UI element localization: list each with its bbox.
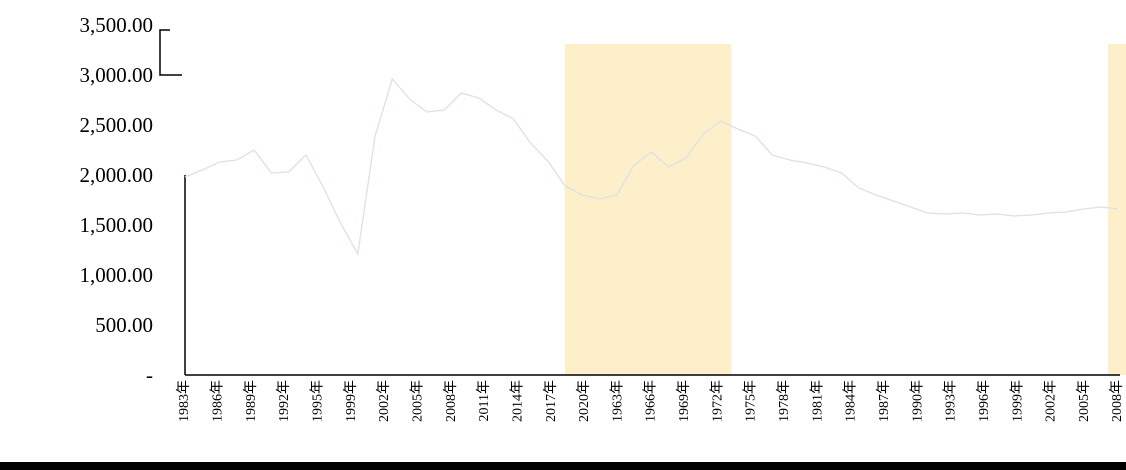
x-tick-label: 1993年 [943, 380, 959, 422]
x-tick-label: 1992年 [276, 380, 292, 422]
y-tick-label: 2,500.00 [80, 113, 154, 137]
x-tick-labels: 1983年 1986年 1989年 1992年 1995年 1999年 2002年 2005年… [176, 380, 1125, 422]
axes [159, 29, 1120, 376]
x-tick-label: 2020年 [576, 380, 592, 422]
y-tick-label: - [146, 363, 153, 387]
x-tick-label: 2011年 [476, 380, 492, 421]
x-tick-label: 1978年 [776, 380, 792, 422]
series-line-1 [184, 77, 1119, 256]
shaded-bands [564, 44, 1126, 375]
x-tick-label: 1996年 [976, 380, 992, 422]
x-tick-label: 1986年 [210, 380, 226, 422]
x-tick-label: 2005年 [409, 380, 425, 422]
x-tick-label: 1984年 [843, 380, 859, 422]
x-tick-label: 1999年 [1009, 380, 1025, 422]
x-tick-label: 1990年 [909, 380, 925, 422]
x-tick-label: 1975年 [743, 380, 759, 422]
x-tick-label: 2002年 [1043, 380, 1059, 422]
x-tick-label: 1966年 [643, 380, 659, 422]
x-tick-label: 1983年 [176, 380, 192, 422]
x-tick-label: 1972年 [709, 380, 725, 422]
x-tick-label: 1969年 [676, 380, 692, 422]
y-tick-label: 3,000.00 [80, 63, 154, 87]
x-tick-label: 2005年 [1076, 380, 1092, 422]
x-tick-label: 1999年 [343, 380, 359, 422]
x-tick-label: 2008年 [1109, 380, 1125, 422]
y-tick-label: 1,500.00 [80, 213, 154, 237]
x-tick-label: 1981年 [809, 380, 825, 422]
shaded-band-1 [564, 44, 732, 375]
series-lines [184, 77, 1119, 256]
x-tick-label: 2008年 [443, 380, 459, 422]
x-tick-label: 1987年 [876, 380, 892, 422]
footer-bar [0, 462, 1126, 470]
y-tick-label: 3,500.00 [80, 13, 154, 37]
x-tick-label: 1989年 [243, 380, 259, 422]
y-tick-label: 500.00 [95, 313, 153, 337]
x-tick-label: 1995年 [310, 380, 326, 422]
x-tick-label: 2002年 [376, 380, 392, 422]
x-tick-label: 2014年 [509, 380, 525, 422]
x-tick-label: 1963年 [609, 380, 625, 422]
y-tick-labels: 3,500.00 3,000.00 2,500.00 2,000.00 1,500.00… [80, 13, 154, 387]
axis-top-bracket [159, 29, 182, 76]
y-tick-label: 2,000.00 [80, 163, 154, 187]
x-tick-label: 2017年 [543, 380, 559, 422]
y-tick-label: 1,000.00 [80, 263, 154, 287]
